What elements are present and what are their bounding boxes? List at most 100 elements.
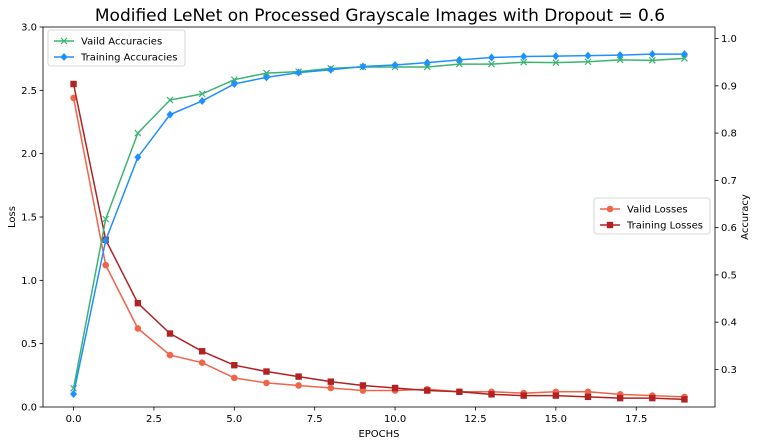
data-point: [166, 96, 174, 104]
data-point: [391, 61, 399, 70]
data-point: [359, 62, 367, 71]
data-point: [231, 362, 238, 369]
right-y-tick-label: 0.8: [721, 129, 737, 140]
data-point: [649, 394, 656, 402]
x-tick-label: 2.5: [146, 414, 162, 425]
data-point: [134, 325, 142, 332]
legend-label: Training Losses: [626, 221, 703, 232]
data-point: [263, 69, 270, 77]
data-point: [327, 384, 335, 392]
data-point: [681, 55, 688, 62]
right-y-axis-title: Accuracy: [740, 194, 751, 240]
series-layer: [70, 50, 688, 403]
data-point: [681, 396, 688, 403]
data-point: [488, 391, 495, 398]
left-y-tick-label: 2.0: [21, 149, 37, 160]
right-y-tick-label: 0.4: [721, 318, 737, 329]
data-point: [584, 393, 592, 401]
data-point: [230, 76, 238, 84]
right-y-tick-label: 0.9: [721, 81, 737, 92]
data-point: [134, 153, 142, 162]
x-tick-label: 10.0: [384, 414, 406, 425]
legend-label: Vaild Accuracies: [81, 37, 162, 48]
x-tick-label: 5.0: [226, 414, 242, 425]
data-point: [520, 52, 528, 61]
left-y-tick-label: 1.0: [21, 276, 37, 287]
data-point: [455, 55, 463, 64]
right-y-tick-label: 1.0: [721, 34, 737, 45]
data-point: [198, 90, 206, 98]
x-tick-label: 12.5: [464, 414, 486, 425]
series-line: [72, 57, 685, 389]
data-point: [552, 392, 560, 399]
data-point: [102, 261, 109, 269]
data-point: [616, 56, 624, 64]
data-point: [552, 59, 560, 67]
left-y-tick-label: 2.5: [21, 86, 37, 97]
x-axis-title: EPOCHS: [358, 429, 399, 440]
data-point: [102, 236, 110, 245]
data-point: [648, 56, 656, 64]
x-axis: 0.0 2.5 5.0 7.5 10.0 12.5 15.0 17.5: [66, 407, 647, 425]
data-point: [520, 392, 527, 399]
data-point: [70, 94, 77, 102]
data-point: [134, 299, 142, 307]
legend-marker: [60, 37, 68, 45]
data-point: [680, 50, 688, 59]
data-point: [424, 387, 431, 394]
series-line: [72, 53, 685, 395]
legend-label: Valid Losses: [627, 205, 688, 216]
data-point: [166, 110, 174, 119]
right-y-tick-label: 0.7: [721, 176, 737, 187]
chart-title: Modified LeNet on Processed Grayscale Im…: [95, 6, 665, 26]
left-y-tick-label: 3.0: [21, 23, 37, 34]
data-point: [584, 51, 592, 60]
legend-entry: Vaild Accuracies: [54, 37, 162, 48]
data-point: [616, 394, 624, 402]
data-point: [488, 53, 496, 62]
data-point: [456, 388, 463, 395]
legend-marker: [60, 53, 68, 61]
data-point: [552, 52, 560, 61]
data-point: [391, 384, 399, 392]
legend-entry: Training Accuracies: [54, 53, 178, 64]
series-training-losses: [70, 80, 688, 403]
data-point: [616, 51, 624, 60]
data-point: [520, 58, 528, 66]
series-training-accuracies: [70, 50, 688, 399]
accuracy-legend: Vaild Accuracies Training Accuracies: [47, 29, 186, 67]
data-point: [102, 215, 110, 223]
right-y-tick-label: 0.3: [721, 365, 737, 376]
x-tick-label: 15.0: [545, 414, 567, 425]
data-point: [263, 368, 270, 375]
data-point: [263, 379, 270, 387]
legend-box: [47, 29, 186, 67]
data-point: [359, 387, 367, 394]
data-point: [70, 390, 78, 399]
series-valid-losses: [70, 94, 688, 401]
data-point: [584, 388, 592, 396]
left-y-tick-label: 0.5: [21, 339, 37, 350]
data-point: [198, 359, 206, 366]
data-point: [198, 348, 206, 355]
left-y-axis: 0.0 0.5 1.0 1.5 2.0 2.5 3.0: [21, 23, 43, 414]
data-point: [166, 351, 174, 359]
data-point: [295, 373, 302, 380]
data-point: [327, 378, 334, 385]
left-y-tick-label: 1.5: [21, 213, 37, 224]
data-point: [198, 96, 206, 105]
right-y-axis: 0.3 0.4 0.5 0.6 0.7 0.8 0.9 1.0: [715, 34, 737, 376]
legend-label: Training Accuracies: [80, 53, 178, 64]
right-y-tick-label: 0.6: [721, 223, 737, 234]
data-point: [295, 68, 303, 77]
data-point: [70, 80, 77, 88]
data-point: [166, 330, 174, 337]
legend-entry: Valid Losses: [600, 205, 688, 216]
data-point: [262, 73, 270, 82]
data-point: [648, 50, 656, 59]
data-point: [488, 60, 495, 68]
legend-box: [593, 197, 711, 235]
data-point: [231, 374, 238, 382]
left-y-tick-label: 0.0: [21, 403, 37, 414]
